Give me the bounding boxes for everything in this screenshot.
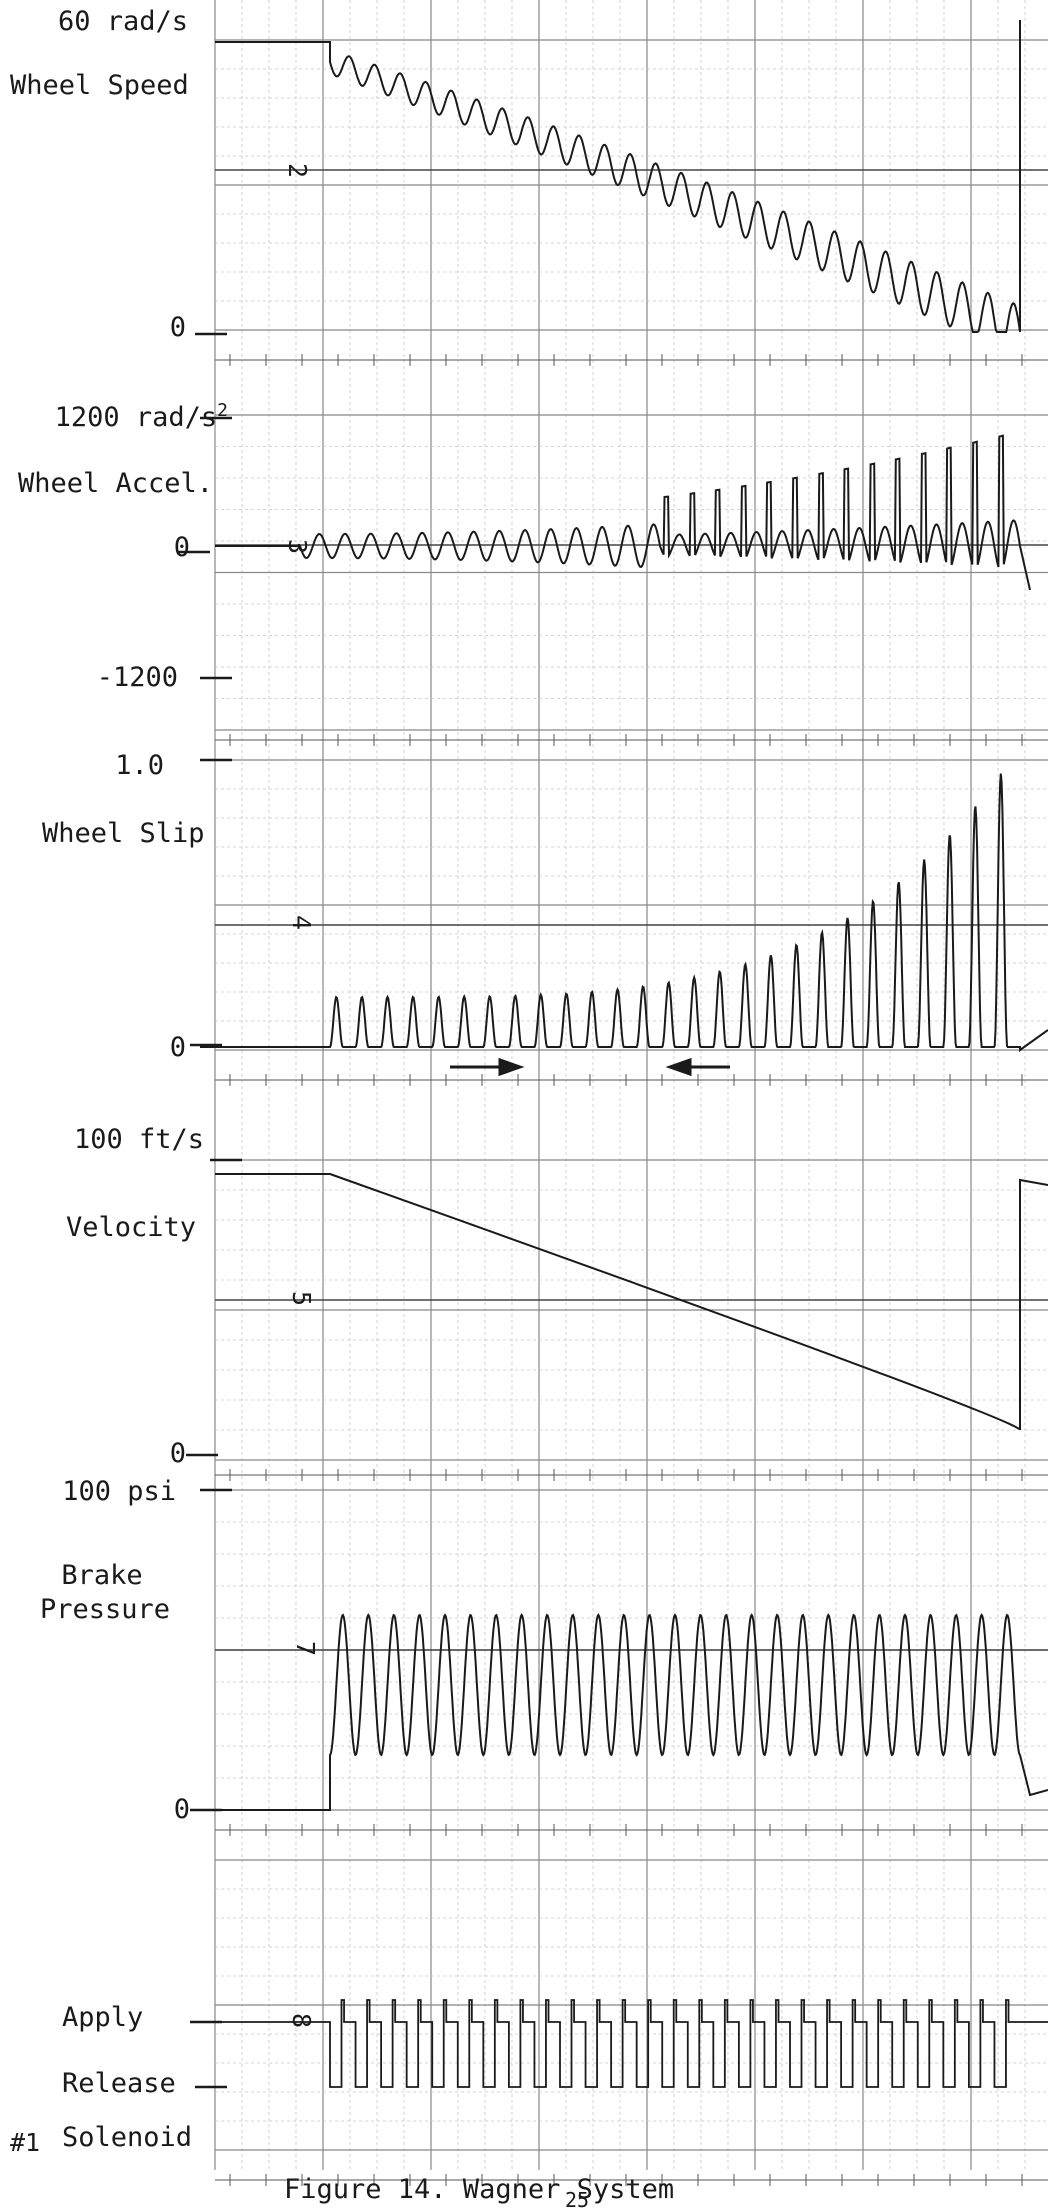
wheel-accel-trace-label: 3 bbox=[283, 538, 313, 555]
solenoid-index-label: #1 bbox=[10, 2128, 41, 2157]
wheel-accel-bottom-label: -1200 bbox=[96, 662, 178, 693]
wheel-speed-unit-label: 60 rad/s bbox=[57, 6, 188, 37]
brake-pressure-zero-label: 0 bbox=[173, 1794, 190, 1825]
wheel-accel-trace bbox=[215, 434, 1031, 591]
left-arrow bbox=[665, 1057, 730, 1077]
solenoid-release-label: Release bbox=[62, 2068, 176, 2099]
wheel-accel-top-label-sup: 2 bbox=[217, 400, 228, 421]
wheel-slip-label: Wheel Slip bbox=[42, 818, 205, 849]
brake-pressure-trace bbox=[200, 1613, 1048, 1811]
wheel-accel-label: Wheel Accel. bbox=[18, 468, 214, 499]
wheel-accel-top-label: 1200 rad/s2 bbox=[54, 400, 228, 433]
wheel-speed-zero-label: 0 bbox=[169, 312, 186, 343]
page-number: 25 bbox=[565, 2188, 590, 2212]
wheel-speed-label: Wheel Speed bbox=[10, 70, 189, 101]
brake-pressure-trace-label: 7 bbox=[291, 1640, 321, 1657]
velocity-zero-label: 0 bbox=[169, 1438, 186, 1469]
velocity-top-label: 100 ft/s bbox=[73, 1124, 204, 1155]
chart-grid bbox=[214, 0, 1048, 2186]
wheel-accel-top-label-text: 1200 rad/s bbox=[54, 402, 218, 433]
velocity-trace bbox=[215, 1173, 1048, 1431]
right-arrow bbox=[450, 1057, 525, 1077]
figure-caption: Figure 14. Wagner System bbox=[284, 2174, 675, 2205]
wheel-slip-trace-label: 4 bbox=[287, 914, 317, 931]
wheel-slip-top-label: 1.0 bbox=[115, 750, 164, 781]
solenoid-apply-label: Apply bbox=[62, 2002, 144, 2033]
wheel-slip-zero-label: 0 bbox=[169, 1032, 186, 1063]
brake-pressure-label-line1: Brake bbox=[61, 1560, 143, 1591]
wheel-speed-trace bbox=[215, 20, 1021, 333]
chart-marks bbox=[178, 20, 1048, 2089]
velocity-trace-label: 5 bbox=[287, 1290, 317, 1307]
solenoid-trace-label: 8 bbox=[287, 2012, 317, 2029]
brake-pressure-label-line2: Pressure bbox=[40, 1594, 171, 1625]
wheel-accel-zero-label: 0 bbox=[173, 532, 190, 563]
brake-pressure-top-label: 100 psi bbox=[62, 1476, 176, 1507]
wheel-slip-trace bbox=[200, 773, 1048, 1052]
solenoid-trace bbox=[190, 1999, 1048, 2088]
solenoid-label: Solenoid bbox=[62, 2122, 193, 2153]
wheel-speed-trace-label: 2 bbox=[283, 162, 313, 179]
velocity-label: Velocity bbox=[66, 1212, 197, 1243]
